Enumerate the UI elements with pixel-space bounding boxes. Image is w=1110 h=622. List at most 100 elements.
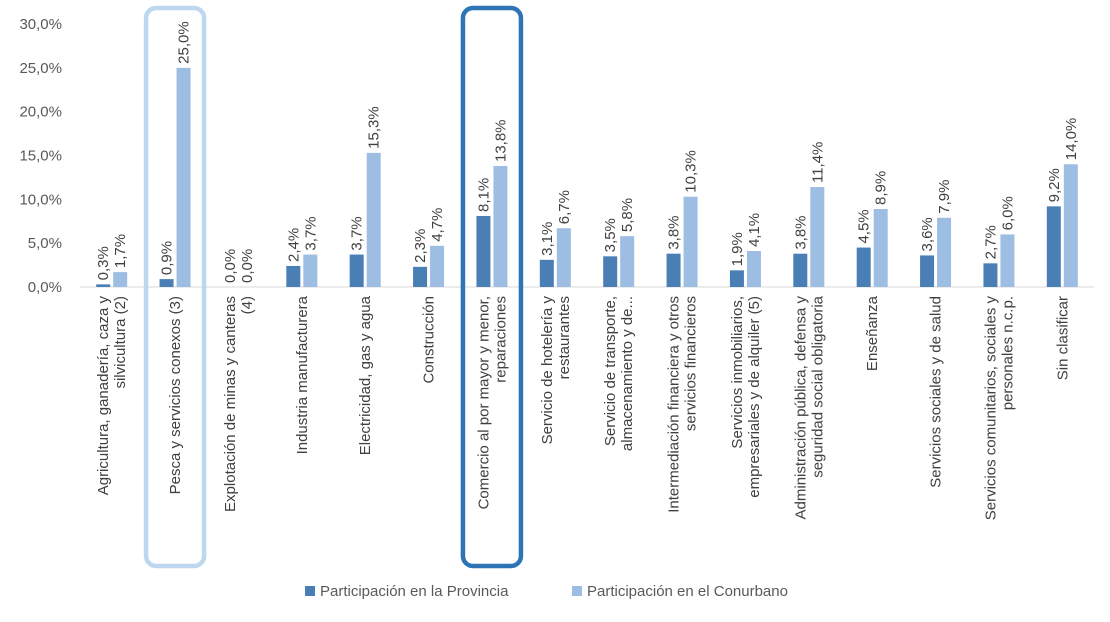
category-label-line: Servicio de transporte, [602,296,619,446]
category-label: Enseñanza [864,295,881,371]
legend-swatch [572,586,582,596]
category-label-line: seguridad social obligatoria [809,295,826,477]
bar-conurbano [113,272,128,287]
category-label-line: Servicio de hotelería y [539,296,556,445]
data-label: 0,3% [95,246,112,280]
data-label: 1,7% [112,234,129,268]
category-label: Explotación de minas y canteras(4) [222,296,256,512]
data-label: 3,8% [792,215,809,249]
bar-conurbano [1063,164,1078,287]
category-label: Administración pública, defensa ysegurid… [792,295,826,519]
category-label-line: Construcción [421,296,438,384]
data-label: 3,7% [302,216,319,250]
y-tick-label: 25,0% [19,60,62,77]
category-label-line: silvicultura (2) [112,296,129,389]
data-label: 7,9% [936,180,953,214]
bar-provincia [666,253,681,287]
bar-conurbano [176,67,191,287]
data-label: 4,5% [856,209,873,243]
legend-label: Participación en la Provincia [320,583,509,600]
category-label-line: Comercio al por mayor y menor, [475,296,492,509]
data-label: 8,1% [475,178,492,212]
bar-provincia [1046,206,1061,287]
category-label-line: Agricultura, ganadería, caza y [95,296,112,496]
y-tick-label: 10,0% [19,191,62,208]
category-label-line: Administración pública, defensa y [792,296,809,520]
bar-provincia [793,253,808,287]
data-label: 2,4% [285,228,302,262]
y-tick-label: 20,0% [19,104,62,121]
data-label: 11,4% [809,142,826,183]
data-label: 3,8% [666,215,683,249]
bar-provincia [539,259,554,287]
category-label-line: Servicios comunitarios, sociales y [982,296,999,521]
category-label: Construcción [421,296,438,384]
data-label: 0,9% [159,241,176,275]
data-label: 5,8% [619,198,636,232]
data-label: 1,9% [729,232,746,266]
data-label: 6,0% [999,196,1016,230]
legend-swatch [305,586,315,596]
bar-conurbano [493,166,508,287]
data-label: 2,3% [412,229,429,263]
bar-conurbano [620,236,635,287]
bar-provincia [920,255,935,287]
category-label: Agricultura, ganadería, caza ysilvicultu… [95,296,129,496]
data-label: 13,8% [492,119,509,162]
data-label: 3,1% [539,222,556,256]
bar-provincia [856,247,871,287]
category-label-line: personales n.c.p. [999,296,1016,410]
category-label: Intermediación financiera y otrosservici… [666,296,700,513]
category-label-line: reparaciones [492,296,509,383]
highlight-box [460,5,524,569]
y-tick-label: 15,0% [19,148,62,165]
data-label: 14,0% [1063,118,1080,161]
data-label: 3,6% [919,217,936,251]
y-tick-label: 5,0% [28,235,62,252]
data-label: 2,7% [982,225,999,259]
data-label: 4,7% [429,208,446,242]
data-label: 3,5% [602,218,619,252]
bar-conurbano [430,245,445,287]
category-label: Electricidad, gas y agua [357,295,374,455]
category-label-line: Sin clasificar [1054,296,1071,380]
data-label: 15,3% [366,106,383,149]
bar-provincia [729,270,744,287]
bar-provincia [349,254,364,287]
bar-provincia [983,263,998,287]
bar-conurbano [873,208,888,287]
category-label-line: (4) [239,296,256,314]
category-label: Servicios comunitarios, sociales yperson… [982,296,1016,521]
data-label: 6,7% [556,190,573,224]
bar-provincia [476,215,491,287]
bar-conurbano [746,251,761,287]
category-label: Comercio al por mayor y menor,reparacion… [475,296,509,509]
data-label: 10,3% [683,150,700,193]
bar-provincia [413,266,428,287]
bar-conurbano [683,196,698,287]
category-label-line: servicios financieros [683,296,700,431]
category-label-line: Servicios inmobiliarios, [729,296,746,449]
category-label: Servicios inmobiliarios,empresariales y … [729,296,763,498]
bar-provincia [603,256,618,287]
category-label-line: Electricidad, gas y agua [357,295,374,455]
category-label-line: Enseñanza [864,295,881,371]
bar-provincia [159,279,174,287]
category-label-line: Servicios sociales y de salud [928,296,945,488]
category-label-line: Industria manufacturera [294,295,311,454]
legend-label: Participación en el Conurbano [587,583,788,600]
data-label: 4,1% [746,213,763,247]
category-label: Servicio de transporte,almacenamiento y … [602,296,636,451]
category-label-line: Pesca y servicios conexos (3) [167,296,184,494]
data-label: 0,0% [222,249,239,283]
category-label-line: Intermediación financiera y otros [666,296,683,513]
category-label-line: Explotación de minas y canteras [222,296,239,512]
category-label-line: empresariales y de alquiler (5) [746,296,763,498]
data-label: 9,2% [1046,168,1063,202]
bar-conurbano [810,187,825,287]
y-tick-label: 0,0% [28,279,62,296]
data-label: 8,9% [873,171,890,205]
category-label-line: almacenamiento y de... [619,296,636,451]
